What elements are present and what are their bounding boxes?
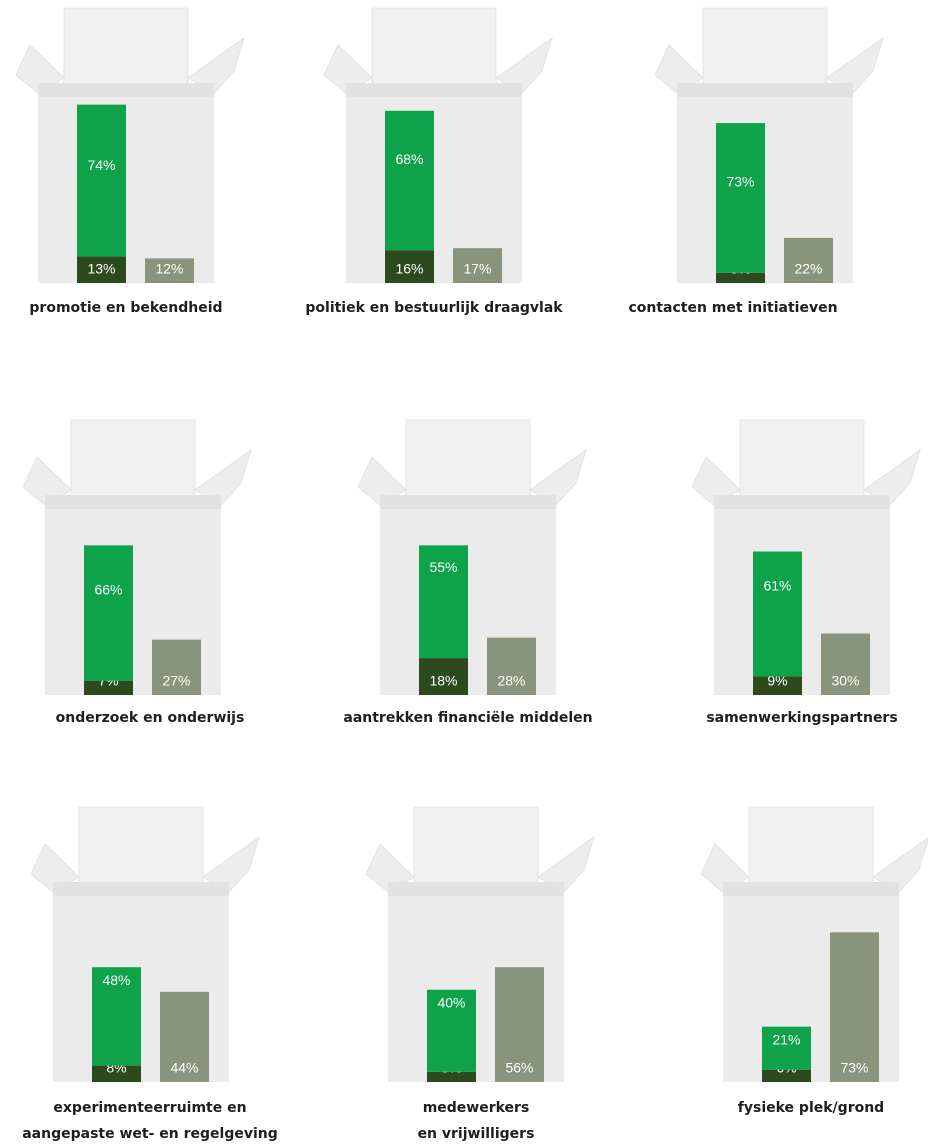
bar <box>830 932 879 1082</box>
value-label: 21% <box>772 1031 800 1047</box>
bar <box>716 123 765 273</box>
bar <box>385 250 434 283</box>
value-label: 56% <box>505 1060 533 1076</box>
bar <box>753 676 802 695</box>
chart: 7%66%27%onderzoek en onderwijs <box>22 419 252 726</box>
chart-title: en vrijwilligers <box>418 1126 535 1142</box>
chart-title: aantrekken financiële middelen <box>343 710 592 726</box>
bar <box>84 680 133 695</box>
box-shadow <box>677 83 853 97</box>
chart: 6%21%73%fysieke plek/grond <box>700 806 928 1116</box>
bar <box>784 237 833 283</box>
chart-title: promotie en bekendheid <box>29 300 222 316</box>
chart: 16% 68% 17% politiek en bestuurlijk draagvl… <box>305 7 563 316</box>
box-shadow <box>38 83 214 97</box>
box-shadow <box>45 495 221 509</box>
bar <box>762 1026 811 1070</box>
box-shadow <box>53 882 229 896</box>
chart: 8%48%44%experimenteerruimte enaangepaste… <box>22 806 278 1142</box>
bar <box>152 639 201 695</box>
value-label: 16% <box>395 261 423 277</box>
chart: 5%73%22%contacten met initiatieven <box>628 7 884 316</box>
bar <box>84 545 133 681</box>
bar <box>821 633 870 695</box>
chart: 18% 55% 28% aantrekken financiële middelen <box>343 419 593 726</box>
value-label: 13% <box>87 261 115 277</box>
chart-title: aangepaste wet- en regelgeving <box>22 1126 278 1142</box>
bar <box>160 991 209 1082</box>
bar <box>92 1065 141 1082</box>
box-shadow <box>380 495 556 509</box>
chart: 13% 74% 12% promotie en bekendheid <box>15 7 245 316</box>
bar <box>427 1071 476 1082</box>
chart-title: samenwerkingspartners <box>706 710 897 726</box>
bar <box>92 967 141 1066</box>
bar <box>762 1069 811 1082</box>
value-label: 66% <box>94 581 122 597</box>
bar <box>419 545 468 659</box>
bar <box>77 104 126 257</box>
value-label: 40% <box>437 994 465 1010</box>
bar <box>145 258 194 283</box>
value-label: 22% <box>794 261 822 277</box>
value-label: 27% <box>162 673 190 689</box>
value-label: 73% <box>726 173 754 189</box>
chart-title: fysieke plek/grond <box>738 1100 884 1116</box>
bar <box>495 967 544 1082</box>
chart-title: experimenteerruimte en <box>53 1100 246 1116</box>
value-label: 44% <box>170 1060 198 1076</box>
box-shadow <box>346 83 522 97</box>
value-label: 73% <box>840 1060 868 1076</box>
chart-title: politiek en bestuurlijk draagvlak <box>305 300 563 316</box>
box-shadow <box>714 495 890 509</box>
value-label: 68% <box>395 151 423 167</box>
bar <box>419 658 468 695</box>
box-shadow <box>723 882 899 896</box>
value-label: 55% <box>429 559 457 575</box>
bar <box>385 110 434 251</box>
bar <box>77 256 126 283</box>
box-shadow <box>388 882 564 896</box>
value-label: 61% <box>763 577 791 593</box>
chart: 9% 61% 30% samenwerkingspartners <box>691 419 921 726</box>
bar <box>453 248 502 283</box>
bar <box>753 551 802 677</box>
chart-title: onderzoek en onderwijs <box>56 710 245 726</box>
chart-title: contacten met initiatieven <box>628 300 837 316</box>
value-label: 18% <box>429 673 457 689</box>
bar <box>427 989 476 1072</box>
value-label: 28% <box>497 673 525 689</box>
value-label: 74% <box>87 157 115 173</box>
value-label: 9% <box>767 673 787 689</box>
bar <box>487 637 536 695</box>
value-label: 30% <box>831 673 859 689</box>
value-label: 17% <box>463 261 491 277</box>
value-label: 12% <box>155 261 183 277</box>
value-label: 48% <box>102 972 130 988</box>
bar <box>716 272 765 283</box>
chart-title: medewerkers <box>423 1100 530 1116</box>
